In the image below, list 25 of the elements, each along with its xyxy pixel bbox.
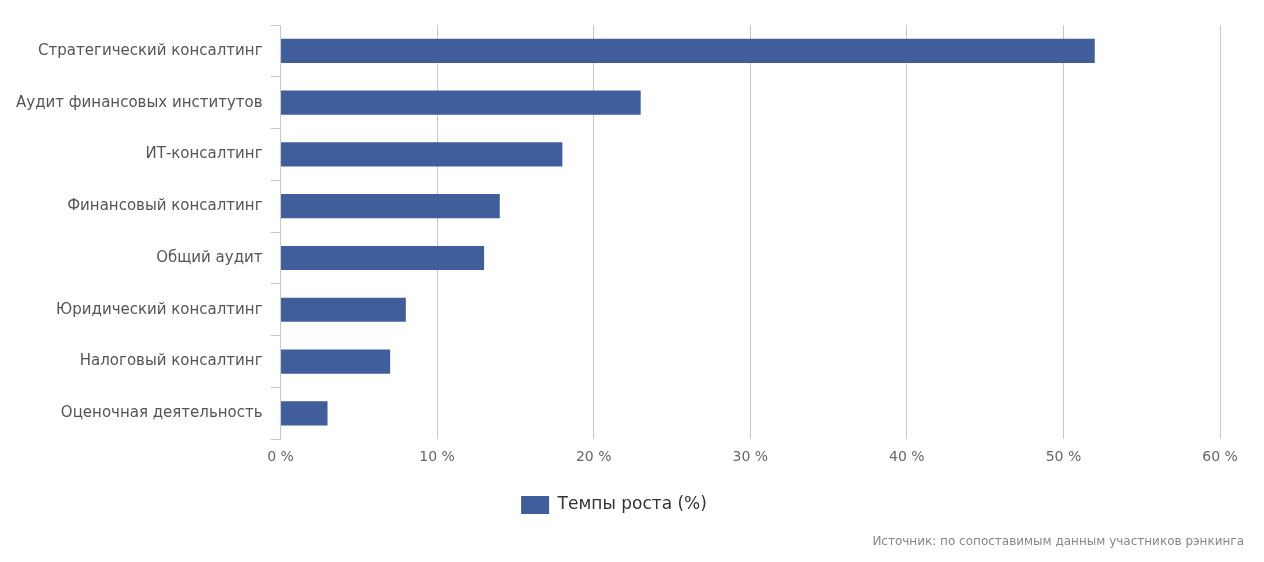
bar (281, 90, 641, 115)
y-tick-label: Финансовый консалтинг (67, 196, 263, 215)
bar (281, 194, 500, 219)
y-tick-label: Оценочная деятельность (60, 403, 263, 422)
bar (281, 142, 563, 167)
x-tick-label: 0 % (267, 448, 294, 465)
bar (281, 297, 406, 322)
y-tick-label: Юридический консалтинг (56, 299, 263, 318)
y-tick-label: Общий аудит (156, 247, 263, 266)
y-tick-label: ИТ-консалтинг (145, 144, 263, 163)
bar (281, 349, 391, 374)
bar (281, 401, 328, 426)
x-tick-label: 40 % (889, 448, 925, 465)
x-tick-label: 20 % (575, 448, 612, 465)
y-tick-label: Стратегический консалтинг (38, 40, 263, 59)
x-tick-label: 10 % (419, 448, 455, 465)
x-tick-label: 30 % (732, 448, 769, 465)
bar (281, 245, 485, 271)
y-tick-label: Аудит финансовых институтов (15, 92, 263, 111)
bar (281, 38, 1095, 63)
x-tick-label: 60 % (1202, 448, 1238, 465)
x-tick-label: 50 % (1045, 448, 1082, 465)
legend-label: Темпы роста (%) (556, 493, 707, 514)
y-tick-label: Налоговый консалтинг (79, 351, 263, 370)
text: Источник: по сопоставимым данным участников рэнкинга (872, 534, 1244, 549)
